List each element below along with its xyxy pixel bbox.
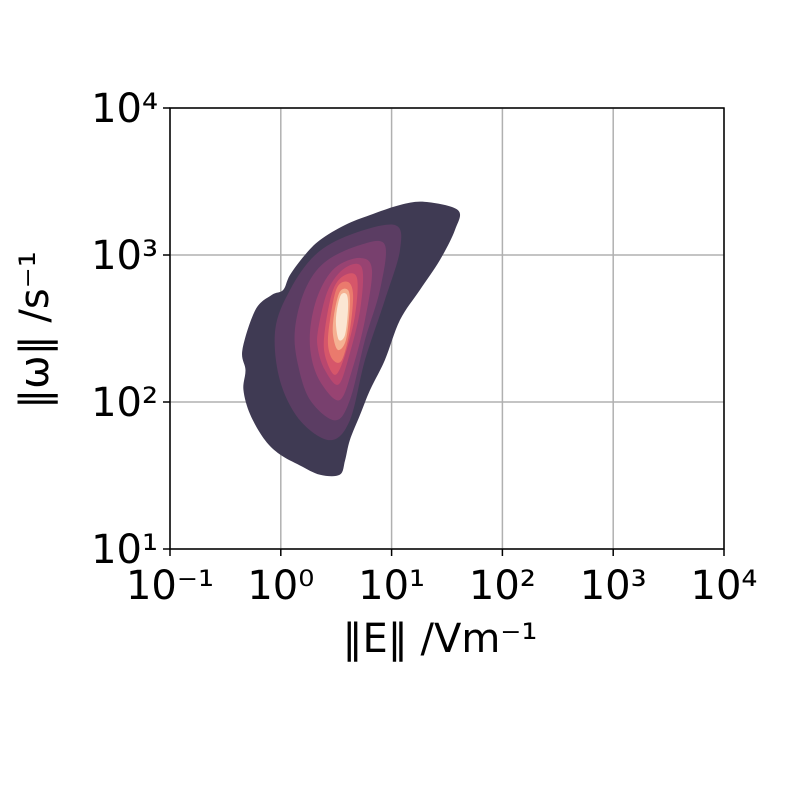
y-tick-label: 10² bbox=[91, 380, 158, 426]
x-tick-label: 10⁻¹ bbox=[126, 563, 214, 609]
x-tick-label: 10⁰ bbox=[247, 563, 314, 609]
y-tick-label: 10¹ bbox=[91, 527, 158, 573]
plot-area bbox=[169, 107, 725, 550]
x-tick-label: 10² bbox=[469, 563, 536, 609]
y-tick-label: 10⁴ bbox=[91, 86, 158, 132]
x-tick-label: 10¹ bbox=[358, 563, 425, 609]
y-axis-label: ‖ω‖ /s⁻¹ bbox=[12, 251, 58, 409]
x-tick-label: 10⁴ bbox=[691, 563, 758, 609]
x-axis-label: ‖E‖ /Vm⁻¹ bbox=[343, 616, 538, 662]
y-tick-label: 10³ bbox=[91, 233, 158, 279]
x-tick-label: 10³ bbox=[580, 563, 647, 609]
plot-frame bbox=[169, 107, 725, 550]
density-contour bbox=[335, 293, 349, 341]
